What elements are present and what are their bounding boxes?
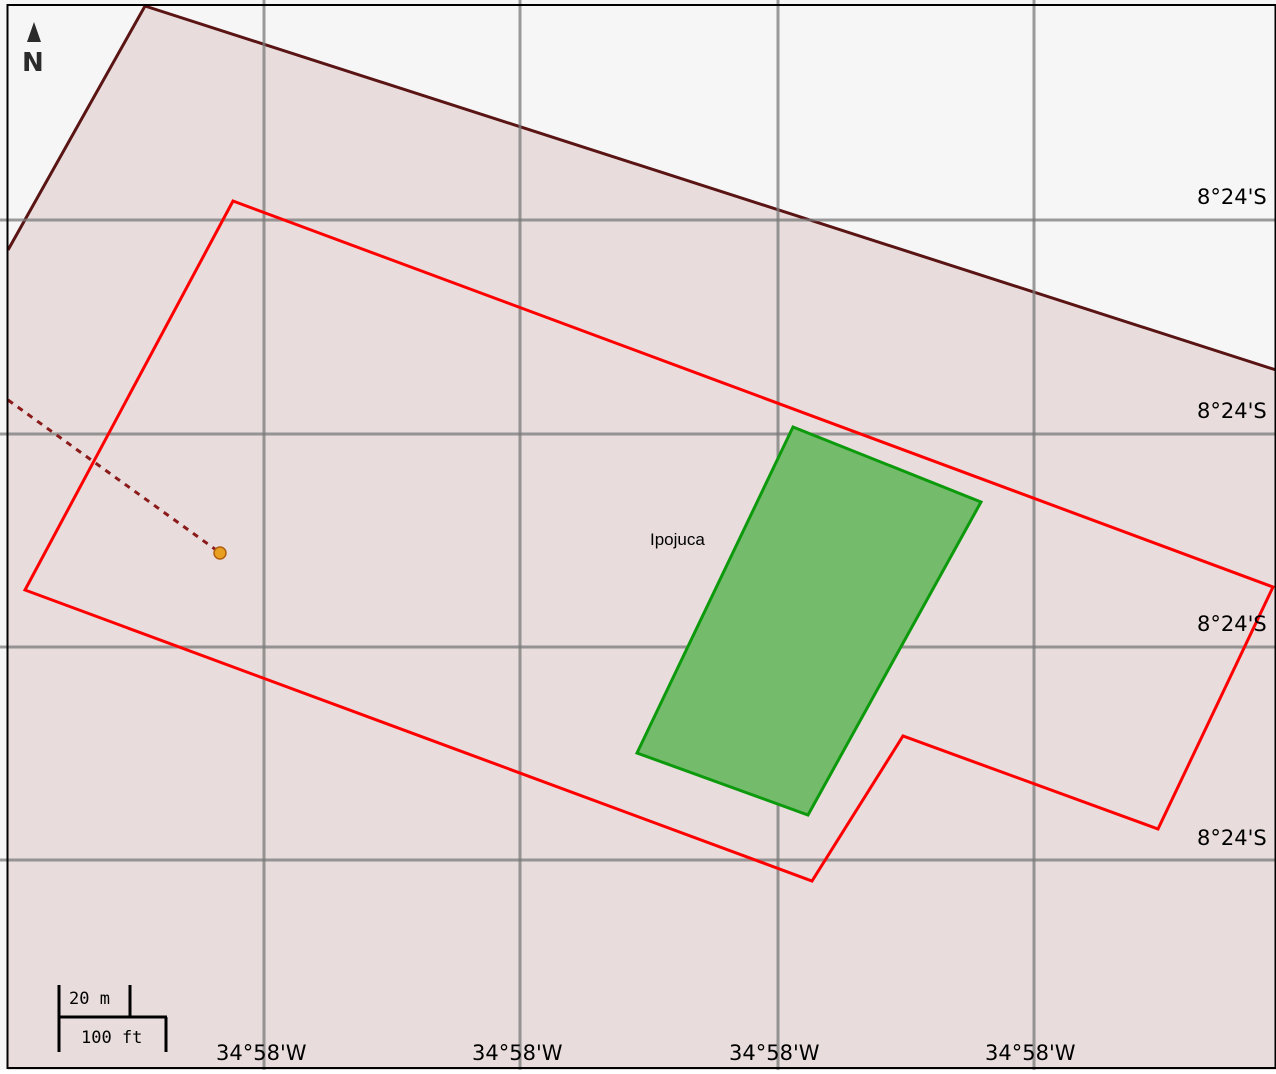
latitude-label: 8°24'S bbox=[1197, 399, 1267, 423]
latitude-label: 8°24'S bbox=[1197, 185, 1267, 209]
track-line[interactable] bbox=[7, 398, 220, 554]
longitude-label: 34°58'W bbox=[216, 1041, 307, 1065]
scale-bar: 20 m 100 ft bbox=[57, 985, 168, 1052]
latitude-label: 8°24'S bbox=[1197, 826, 1267, 850]
place-label: Ipojuca bbox=[650, 530, 705, 549]
scale-imperial-label: 100 ft bbox=[81, 1028, 142, 1048]
poi-marker[interactable] bbox=[213, 546, 227, 560]
scale-metric-label: 20 m bbox=[69, 989, 110, 1009]
north-arrow: N bbox=[22, 22, 44, 78]
longitude-label: 34°58'W bbox=[985, 1041, 1076, 1065]
longitude-label: 34°58'W bbox=[729, 1041, 820, 1065]
park-polygon[interactable] bbox=[634, 425, 984, 817]
boundary-polygon[interactable] bbox=[22, 199, 1276, 883]
longitude-label: 34°58'W bbox=[472, 1041, 563, 1065]
latitude-label: 8°24'S bbox=[1197, 612, 1267, 636]
region-polygon[interactable] bbox=[8, 6, 1276, 1070]
north-label: N bbox=[22, 48, 44, 78]
north-arrow-icon bbox=[27, 22, 41, 42]
